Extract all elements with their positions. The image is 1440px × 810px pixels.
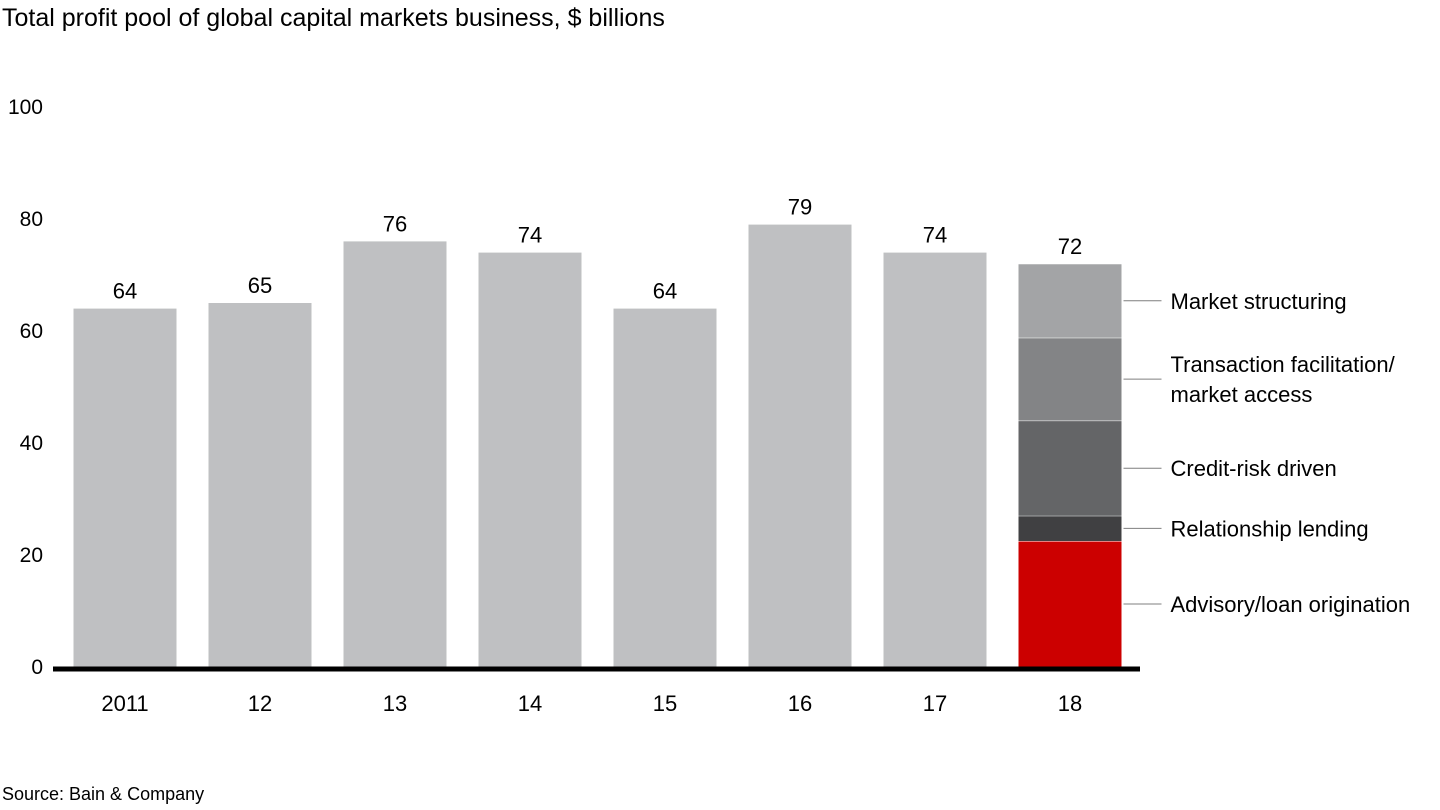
legend-label: Credit-risk driven: [1171, 456, 1337, 481]
y-tick-label: 40: [20, 432, 43, 455]
legend-label-line: Market structuring: [1171, 289, 1347, 314]
legend-label-line: Advisory/loan origination: [1171, 592, 1411, 617]
x-tick-label: 13: [383, 691, 407, 716]
bar-value-label: 64: [653, 279, 677, 304]
legend-label: Market structuring: [1171, 289, 1347, 314]
legend-label: Advisory/loan origination: [1171, 592, 1411, 617]
y-tick-label: 80: [20, 208, 43, 231]
legend-label-line: market access: [1171, 382, 1313, 407]
legend-label-line: Transaction facilitation/: [1171, 352, 1396, 377]
y-tick-label: 100: [8, 96, 43, 119]
bar-value-label: 74: [518, 223, 542, 248]
bar-segment: [1018, 337, 1122, 421]
legend-label-line: Credit-risk driven: [1171, 456, 1337, 481]
bar: [478, 252, 582, 667]
x-tick-label: 14: [518, 691, 542, 716]
legend-label: Transaction facilitation/market access: [1171, 352, 1396, 407]
bars: [73, 224, 1122, 667]
bar: [883, 252, 987, 667]
bar-segment: [1018, 541, 1122, 667]
y-tick-label: 60: [20, 320, 43, 343]
x-tick-label: 12: [248, 691, 272, 716]
legend-label: Relationship lending: [1171, 516, 1369, 541]
bar-value-label: 74: [923, 223, 947, 248]
bar-segment: [1018, 420, 1122, 516]
bar: [613, 308, 717, 667]
bar: [208, 303, 312, 667]
bar-value-label: 72: [1058, 234, 1082, 259]
x-tick-label: 16: [788, 691, 812, 716]
bar-value-label: 64: [113, 279, 137, 304]
bar: [343, 241, 447, 667]
x-tick-label: 18: [1058, 691, 1082, 716]
x-tick-label: 2011: [101, 691, 148, 716]
bar-segment: [1018, 263, 1122, 338]
bar-value-label: 76: [383, 211, 407, 236]
x-axis: 2011 12 13 14 15 16 17 18: [53, 666, 1140, 716]
bar-value-label: 79: [788, 195, 812, 220]
bar-value-label: 65: [248, 273, 272, 298]
bar-segment: [1018, 515, 1122, 541]
x-tick-label: 17: [923, 691, 947, 716]
chart-title: Total profit pool of global capital mark…: [2, 4, 665, 32]
source-note: Source: Bain & Company: [2, 784, 205, 804]
y-tick-label: 0: [31, 656, 43, 679]
y-tick-label: 20: [20, 544, 43, 567]
legend-label-line: Relationship lending: [1171, 516, 1369, 541]
bar: [748, 224, 852, 667]
y-axis: 0 20 40 60 80 100: [8, 96, 43, 679]
stack-legend: Advisory/loan origination Relationship le…: [1123, 289, 1411, 617]
x-tick-label: 15: [653, 691, 677, 716]
value-labels: 64 65 76 74 64 79 74 72: [113, 195, 1082, 304]
bar: [73, 308, 177, 667]
